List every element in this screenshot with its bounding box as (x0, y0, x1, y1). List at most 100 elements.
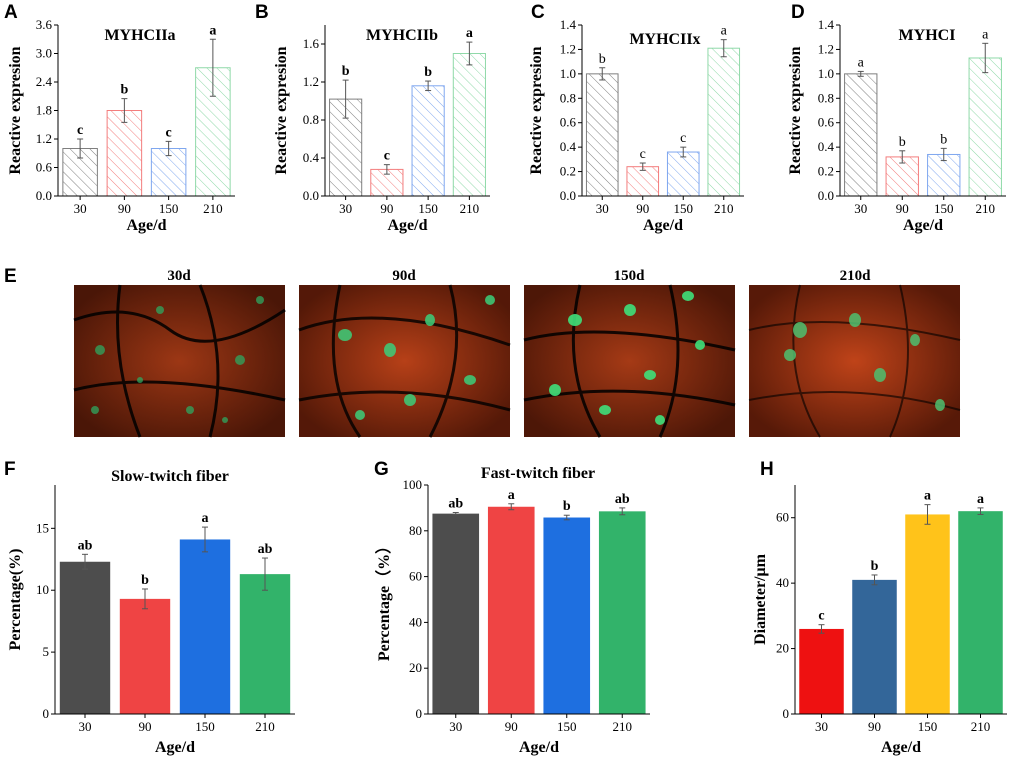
y-tick-label: 10 (36, 582, 49, 597)
y-tick-label: 1.6 (303, 36, 320, 51)
significance-letter: b (871, 559, 879, 574)
significance-letter: a (982, 27, 989, 42)
y-tick-label: 5 (43, 644, 50, 659)
error-bar (924, 504, 931, 525)
x-tick-label: 90 (896, 201, 909, 216)
y-tick-label: 1.2 (560, 41, 576, 56)
y-axis-label: Reactive expresion (273, 46, 290, 174)
bar-150 (666, 151, 700, 197)
panel-letter-e: E (4, 266, 17, 287)
chart-panel-b: B MYHCIIb b 30 c 90 b 150 a 210 0.0 0.4 0.8 1.2 1.6 Rea… (255, 2, 490, 234)
significance-letter: c (680, 131, 686, 146)
significance-letter: ab (78, 538, 93, 553)
x-axis-label: Age/d (519, 739, 559, 756)
y-tick-label: 2.4 (36, 74, 53, 89)
significance-letter: a (209, 23, 216, 38)
y-tick-label: 0 (783, 706, 790, 721)
x-tick-label: 150 (195, 719, 215, 734)
y-tick-label: 0 (416, 706, 423, 721)
bar-90 (106, 110, 143, 197)
panel-letter-f: F (4, 459, 16, 480)
micrograph-210d (748, 284, 961, 438)
x-tick-label: 210 (255, 719, 275, 734)
chart-panel-d: D MYHCI a 30 b 90 b 150 a 210 0.0 0.2 0.4 0.6 0.8 1.0 1.… (787, 2, 1006, 234)
image-title-210d: 210d (840, 268, 872, 284)
bar-150 (543, 517, 591, 714)
bar-210 (958, 511, 1003, 714)
x-tick-label: 210 (613, 719, 633, 734)
x-tick-label: 30 (339, 201, 352, 216)
x-axis-label: Age/d (155, 739, 195, 756)
x-tick-label: 30 (596, 201, 609, 216)
bar-30 (799, 628, 844, 714)
error-bar (165, 140, 172, 157)
x-tick-label: 150 (934, 201, 954, 216)
bar-30 (432, 513, 480, 714)
error-bar (857, 70, 864, 77)
x-tick-label: 90 (636, 201, 649, 216)
x-axis-label: Age/d (388, 217, 428, 234)
y-tick-label: 0.6 (560, 115, 577, 130)
error-bar (508, 503, 515, 511)
x-tick-label: 150 (159, 201, 179, 216)
y-tick-label: 20 (776, 641, 789, 656)
significance-letter: b (120, 83, 128, 98)
chart-panel-g: G Fast-twitch fiber ab 30 a 90 b 150 ab 210 0 20 40 6… (374, 459, 650, 756)
y-tick-label: 1.4 (560, 17, 577, 32)
significance-letter: b (342, 64, 350, 79)
significance-letter: b (599, 52, 606, 67)
bar-210 (452, 53, 486, 197)
bar-90 (852, 579, 897, 714)
significance-letter: c (166, 125, 172, 140)
x-tick-label: 90 (505, 719, 518, 734)
y-axis-label: Percentage（%） (375, 538, 393, 661)
y-tick-label: 1.0 (560, 66, 576, 81)
x-tick-label: 30 (74, 201, 87, 216)
x-tick-label: 210 (460, 201, 480, 216)
y-tick-label: 1.2 (818, 41, 834, 56)
y-tick-label: 1.2 (303, 74, 319, 89)
x-tick-label: 90 (139, 719, 152, 734)
chart-panel-a: A MYHCIIa c 30 b 90 c 150 a 210 0.0 0.6 1.2 1.8 2.4 3.0… (4, 2, 235, 234)
significance-letter: a (721, 24, 728, 39)
y-tick-label: 60 (409, 569, 422, 584)
chart-title: MYHCIIb (366, 27, 438, 44)
y-tick-label: 0.8 (303, 112, 319, 127)
x-tick-label: 150 (557, 719, 577, 734)
micrograph-30d (73, 284, 286, 438)
bar-150 (411, 85, 445, 197)
bar-30 (844, 73, 878, 197)
y-tick-label: 0.4 (303, 150, 320, 165)
error-bar (121, 98, 128, 123)
y-tick-label: 15 (36, 520, 49, 535)
significance-letter: c (384, 149, 390, 164)
error-bar (142, 588, 148, 610)
x-axis-label: Age/d (903, 217, 943, 234)
y-axis-label: Percentage(%) (7, 549, 24, 651)
significance-letter: b (940, 132, 947, 147)
significance-letter: ab (615, 492, 630, 507)
x-axis-label: Age/d (643, 217, 683, 234)
y-tick-label: 1.2 (36, 131, 52, 146)
chart-title: MYHCI (899, 27, 956, 44)
bar-210 (968, 57, 1002, 197)
bar-90 (487, 506, 535, 714)
error-bar (599, 67, 606, 81)
image-title-30d: 30d (167, 268, 191, 284)
x-tick-label: 210 (971, 719, 991, 734)
error-bar (209, 38, 216, 97)
y-axis-label: Reactive expresion (528, 46, 545, 174)
x-tick-label: 30 (449, 719, 462, 734)
x-tick-label: 90 (118, 201, 131, 216)
error-bar (619, 507, 626, 516)
panel-letter-h: H (760, 459, 774, 480)
panel-letter-b: B (255, 2, 269, 23)
error-bar (342, 79, 349, 119)
error-bar (977, 507, 984, 515)
bar-210 (707, 47, 741, 197)
chart-title: Slow-twitch fiber (111, 468, 229, 485)
error-bar (982, 42, 989, 74)
error-bar (82, 553, 88, 570)
x-tick-label: 90 (868, 719, 881, 734)
